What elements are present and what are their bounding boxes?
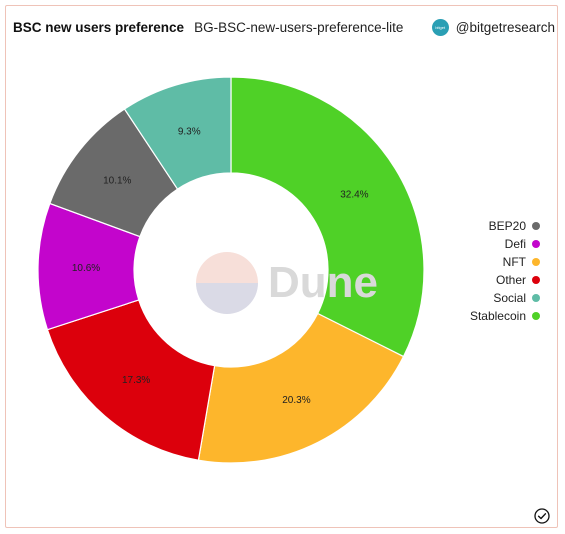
chart-title: BSC new users preference — [13, 19, 185, 35]
chart-legend: BEP20 Defi NFT Other Social Stablecoin — [470, 218, 540, 323]
slice-label-nft: 20.3% — [282, 395, 310, 406]
legend-label: Defi — [504, 236, 526, 251]
legend-label: NFT — [502, 254, 526, 269]
dune-watermark: Dune — [196, 252, 378, 314]
legend-label: Social — [493, 290, 526, 305]
dune-watermark-text: Dune — [268, 258, 378, 307]
author-name: @bitgetresearch — [455, 19, 555, 35]
slice-nft[interactable] — [197, 312, 405, 464]
author-avatar: bitget — [431, 18, 449, 36]
legend-item-defi[interactable]: Defi — [505, 236, 540, 251]
slice-other[interactable] — [46, 299, 216, 461]
legend-swatch — [532, 275, 540, 284]
slice-label-bep20: 10.1% — [103, 176, 131, 187]
query-name[interactable]: BG-BSC-new-users-preference-lite — [194, 19, 404, 35]
legend-swatch — [532, 239, 540, 248]
legend-swatch — [532, 221, 540, 230]
slice-label-stablecoin: 32.4% — [340, 189, 368, 200]
slice-stablecoin[interactable] — [230, 76, 425, 358]
check-circle-icon[interactable] — [534, 508, 550, 524]
author-link[interactable]: bitget @bitgetresearch — [431, 18, 555, 36]
legend-label: Other — [495, 272, 526, 287]
legend-item-stablecoin[interactable]: Stablecoin — [470, 308, 540, 323]
legend-label: Stablecoin — [469, 308, 526, 323]
dune-logo-top — [196, 252, 258, 283]
legend-swatch — [532, 257, 540, 266]
legend-item-bep20[interactable]: BEP20 — [489, 218, 540, 233]
legend-label: BEP20 — [488, 218, 526, 233]
legend-item-social[interactable]: Social — [493, 290, 540, 305]
dune-logo-bottom — [196, 283, 258, 314]
slice-social[interactable] — [123, 76, 232, 190]
slice-label-other: 17.3% — [122, 375, 150, 386]
legend-item-nft[interactable]: NFT — [503, 254, 540, 269]
chart-header: BSC new users preference BG-BSC-new-user… — [13, 16, 555, 38]
legend-swatch — [532, 293, 540, 302]
legend-item-other[interactable]: Other — [496, 272, 540, 287]
slice-label-defi: 10.6% — [72, 263, 100, 274]
legend-swatch — [532, 311, 540, 320]
slice-label-social: 9.3% — [178, 127, 201, 138]
